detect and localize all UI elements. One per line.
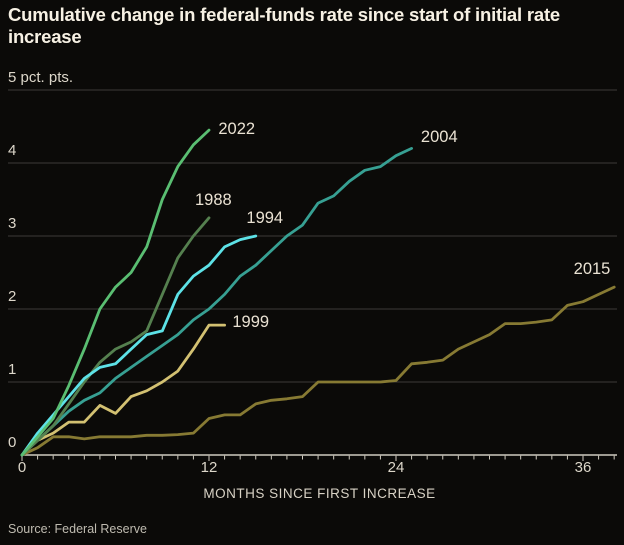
y-tick-label-4: 4 <box>8 142 17 159</box>
series-label-2015: 2015 <box>573 259 611 278</box>
y-tick-label-2: 2 <box>8 288 17 305</box>
y-tick-label-1: 1 <box>8 361 17 378</box>
series-line-1999 <box>20 323 227 457</box>
y-tick-label-0: 0 <box>8 434 17 451</box>
chart-title: Cumulative change in federal-funds rate … <box>8 4 561 48</box>
series-line-2004 <box>20 146 414 457</box>
source-note: Source: Federal Reserve <box>8 522 147 536</box>
y-tick-label-3: 3 <box>8 215 17 232</box>
series-label-1994: 1994 <box>246 208 284 227</box>
series-label-1999: 1999 <box>232 313 270 332</box>
series-label-2022: 2022 <box>218 119 256 138</box>
series-label-1988: 1988 <box>194 190 232 209</box>
x-axis-title: MONTHS SINCE FIRST INCREASE <box>203 486 436 501</box>
x-tick-label-36: 36 <box>574 459 592 476</box>
series-line-1988 <box>20 216 211 457</box>
x-tick-label-12: 12 <box>200 459 218 476</box>
series-label-2004: 2004 <box>420 128 458 147</box>
series-line-2022 <box>20 128 211 457</box>
y-tick-label-5: 5 pct. pts. <box>8 69 74 86</box>
x-tick-label-0: 0 <box>17 459 27 476</box>
x-tick-label-24: 24 <box>387 459 405 476</box>
series-line-2015 <box>20 285 616 457</box>
series-line-1994 <box>20 234 258 457</box>
